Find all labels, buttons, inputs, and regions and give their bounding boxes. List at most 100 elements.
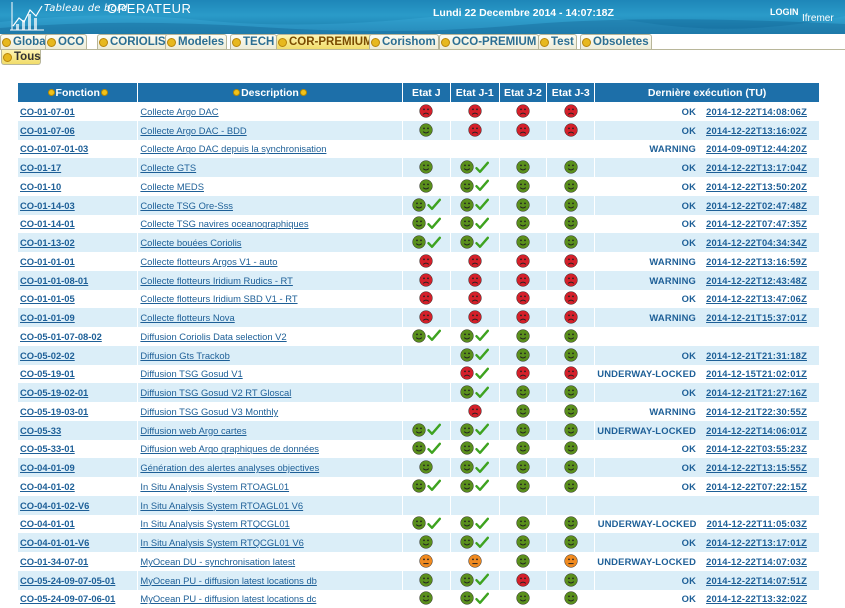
last-run-link[interactable]: OK 2014-12-22T04:34:34Z — [682, 237, 807, 248]
description-link[interactable]: Collecte bouées Coriolis — [140, 237, 242, 249]
last-run-link[interactable]: WARNING 2014-09-09T12:44:20Z — [649, 143, 807, 154]
fonction-link[interactable]: CO-01-07-01 — [20, 105, 75, 117]
last-run-link[interactable]: WARNING 2014-12-22T12:43:48Z — [649, 275, 807, 286]
fonction-link[interactable]: CO-01-13-02 — [20, 237, 75, 249]
fonction-link[interactable]: CO-04-01-02 — [20, 480, 75, 492]
description-link[interactable]: Collecte GTS — [140, 162, 197, 174]
description-link[interactable]: Diffusion Gts Trackob — [140, 349, 230, 361]
description-link[interactable]: Diffusion TSG Gosud V3 Monthly — [140, 405, 279, 417]
description-link[interactable]: Diffusion TSG Gosud V2 RT Gloscal — [140, 387, 292, 399]
subtab-tous[interactable]: Tous — [1, 50, 41, 65]
fonction-link[interactable]: CO-05-33-01 — [20, 443, 75, 455]
last-run-link[interactable]: WARNING 2014-12-22T13:16:59Z — [649, 256, 807, 267]
tab-oco-premium[interactable]: OCO-PREMIUM — [439, 34, 540, 49]
last-run-link[interactable] — [797, 500, 807, 511]
header-fonction[interactable]: Fonction — [16, 83, 138, 102]
last-run-link[interactable]: UNDERWAY-LOCKED 2014-12-22T11:05:03Z — [598, 518, 807, 529]
last-run-link[interactable]: OK 2014-12-21T21:31:18Z — [682, 350, 807, 361]
description-link[interactable]: MyOcean DU - synchronisation latest — [140, 555, 296, 567]
fonction-link[interactable]: CO-05-33 — [20, 424, 62, 436]
last-run-link[interactable]: OK 2014-12-22T13:16:02Z — [682, 125, 807, 136]
last-run-link[interactable]: OK 2014-12-22T02:47:48Z — [682, 200, 807, 211]
fonction-link[interactable]: CO-05-24-09-07-06-01 — [20, 593, 116, 605]
last-run-link[interactable]: OK 2014-12-22T13:15:55Z — [682, 462, 807, 473]
description-link[interactable]: Diffusion web Argo graphiques de données — [140, 443, 319, 455]
last-run-link[interactable]: OK 2014-12-22T13:32:02Z — [682, 593, 807, 604]
fonction-link[interactable]: CO-01-01-05 — [20, 293, 75, 305]
description-link[interactable]: Collecte flotteurs Iridium Rudics - RT — [140, 274, 293, 286]
fonction-link[interactable]: CO-01-17 — [20, 162, 62, 174]
fonction-link[interactable]: CO-01-01-08-01 — [20, 274, 89, 286]
last-run-link[interactable]: OK 2014-12-22T13:17:04Z — [682, 162, 807, 173]
description-link[interactable]: Collecte TSG Ore-Sss — [140, 199, 233, 211]
tab-corishom[interactable]: Corishom — [369, 34, 439, 49]
fonction-link[interactable]: CO-05-19-03-01 — [20, 405, 89, 417]
fonction-link[interactable]: CO-01-10 — [20, 180, 62, 192]
fonction-link[interactable]: CO-01-07-06 — [20, 124, 75, 136]
fonction-link[interactable]: CO-01-34-07-01 — [20, 555, 89, 567]
fonction-link[interactable]: CO-01-07-01-03 — [20, 143, 89, 155]
tab-tech[interactable]: TECH — [230, 34, 278, 49]
fonction-link[interactable]: CO-01-14-03 — [20, 199, 75, 211]
last-run-link[interactable]: OK 2014-12-22T14:08:06Z — [682, 106, 807, 117]
description-link[interactable]: In Situ Analysis System RTQCGL01 — [140, 518, 290, 530]
last-run-link[interactable]: OK 2014-12-22T13:50:20Z — [682, 181, 807, 192]
description-cell: Collecte Argo DAC — [137, 102, 403, 121]
description-link[interactable]: In Situ Analysis System RTOAGL01 V6 — [140, 499, 304, 511]
checkmark-icon — [475, 236, 490, 248]
fonction-link[interactable]: CO-05-24-09-07-05-01 — [20, 574, 116, 586]
fonction-link[interactable]: CO-04-01-09 — [20, 462, 75, 474]
tab-coriolis[interactable]: CORIOLIS — [97, 34, 169, 49]
description-link[interactable]: Diffusion web Argo cartes — [140, 424, 247, 436]
last-run-link[interactable]: OK 2014-12-22T14:07:51Z — [682, 575, 807, 586]
fonction-link[interactable]: CO-01-01-09 — [20, 312, 75, 324]
description-link[interactable]: Collecte flotteurs Iridium SBD V1 - RT — [140, 293, 298, 305]
fonction-link[interactable]: CO-05-19-02-01 — [20, 387, 89, 399]
tab-oco[interactable]: OCO — [45, 34, 88, 49]
header-description[interactable]: Description — [137, 83, 403, 102]
description-link[interactable]: Diffusion Coriolis Data selection V2 — [140, 330, 287, 342]
description-link[interactable]: Collecte Argo DAC - BDD — [140, 124, 247, 136]
tab-global[interactable]: Global — [0, 34, 52, 49]
fonction-link[interactable]: CO-01-01-01 — [20, 255, 75, 267]
checkmark-icon — [427, 217, 441, 229]
last-run-link[interactable]: UNDERWAY-LOCKED 2014-12-15T21:02:01Z — [597, 368, 807, 379]
fonction-link[interactable]: CO-04-01-02-V6 — [20, 499, 90, 511]
description-link[interactable]: Collecte Argo DAC — [140, 105, 219, 117]
description-link[interactable]: Collecte TSG navires oceanographiques — [140, 218, 309, 230]
last-run-link[interactable]: UNDERWAY-LOCKED 2014-12-22T14:07:03Z — [597, 556, 807, 567]
last-run-link[interactable]: OK 2014-12-22T07:47:35Z — [682, 218, 807, 229]
last-run-link[interactable]: OK 2014-12-22T03:55:23Z — [682, 443, 807, 454]
description-link[interactable]: Collecte flotteurs Nova — [140, 312, 235, 324]
login-link[interactable]: LOGIN — [770, 7, 799, 17]
last-run-link[interactable]: OK 2014-12-22T07:22:15Z — [682, 481, 807, 492]
last-run-link[interactable]: OK 2014-12-21T21:27:16Z — [682, 387, 807, 398]
fonction-link[interactable]: CO-05-19-01 — [20, 368, 75, 380]
fonction-link[interactable]: CO-04-01-01 — [20, 518, 75, 530]
last-run-link[interactable]: WARNING 2014-12-21T15:37:01Z — [649, 312, 807, 323]
description-link[interactable]: Collecte Argo DAC depuis la synchronisat… — [140, 143, 327, 155]
tab-obsoletes[interactable]: Obsoletes — [580, 34, 652, 49]
fonction-link[interactable]: CO-04-01-01-V6 — [20, 537, 90, 549]
fonction-link[interactable]: CO-05-02-02 — [20, 349, 75, 361]
fonction-link[interactable]: CO-01-14-01 — [20, 218, 75, 230]
description-link[interactable]: Génération des alertes analyses objectiv… — [140, 462, 320, 474]
tab-label: OCO-PREMIUM — [452, 36, 537, 48]
last-run-link[interactable]: WARNING 2014-12-21T22:30:55Z — [649, 406, 807, 417]
description-link[interactable]: Collecte flotteurs Argos V1 - auto — [140, 255, 278, 267]
tab-test[interactable]: Test — [538, 34, 577, 49]
description-link[interactable]: Diffusion TSG Gosud V1 — [140, 368, 243, 380]
description-link[interactable]: In Situ Analysis System RTQCGL01 V6 — [140, 537, 304, 549]
description-link[interactable]: In Situ Analysis System RTOAGL01 — [140, 480, 290, 492]
last-run-link[interactable]: OK 2014-12-22T13:17:01Z — [682, 537, 807, 548]
last-run-link[interactable]: UNDERWAY-LOCKED 2014-12-22T14:06:01Z — [597, 425, 807, 436]
tab-cor-premium[interactable]: COR-PREMIUM — [276, 34, 376, 49]
tab-modeles[interactable]: Modeles — [165, 34, 228, 49]
dashboard-logo[interactable] — [6, 0, 196, 34]
description-link[interactable]: MyOcean PU - diffusion latest locations … — [140, 574, 317, 586]
last-run-link[interactable]: OK 2014-12-22T13:47:06Z — [682, 293, 807, 304]
fonction-link[interactable]: CO-05-01-07-08-02 — [20, 330, 102, 342]
description-link[interactable]: Collecte MEDS — [140, 180, 204, 192]
description-link[interactable]: MyOcean PU - diffusion latest locations … — [140, 593, 317, 605]
last-run-link[interactable] — [797, 331, 807, 342]
